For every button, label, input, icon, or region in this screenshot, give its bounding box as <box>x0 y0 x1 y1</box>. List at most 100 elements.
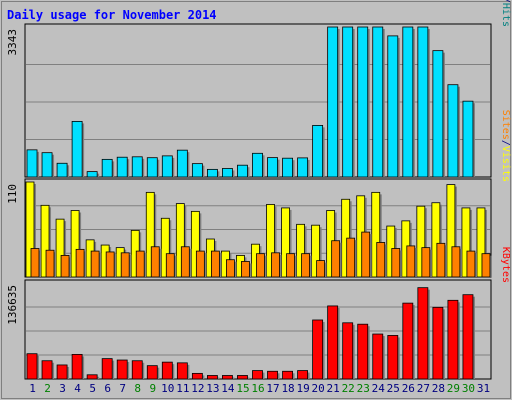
bar <box>342 322 354 380</box>
bar <box>71 121 83 178</box>
bar <box>297 157 309 178</box>
legend-item: Sites <box>500 110 511 140</box>
bar <box>446 184 456 278</box>
bar <box>176 362 188 380</box>
bar <box>206 168 218 178</box>
bar <box>191 372 203 380</box>
bar <box>26 353 38 380</box>
bar <box>402 302 414 380</box>
bar <box>41 360 53 380</box>
bar <box>447 84 459 178</box>
bar <box>60 255 70 278</box>
bar <box>237 375 248 380</box>
bar <box>165 253 175 278</box>
bar <box>417 26 429 178</box>
x-axis-tick-label: 24 <box>372 382 386 395</box>
bar <box>55 218 65 278</box>
bar <box>271 252 280 278</box>
x-axis-tick-label: 26 <box>402 382 415 395</box>
bar <box>327 26 339 178</box>
bar <box>131 360 143 380</box>
bar <box>316 260 326 278</box>
bar <box>312 124 324 178</box>
bar <box>86 374 98 380</box>
bar <box>75 248 85 278</box>
bar <box>120 252 130 278</box>
bar <box>406 245 416 278</box>
bar <box>222 375 233 380</box>
legend-item: / <box>500 140 511 146</box>
bar <box>432 50 444 178</box>
bar <box>357 26 369 178</box>
x-axis-tick-label: 13 <box>206 382 219 395</box>
bar <box>436 242 446 278</box>
bar <box>40 204 50 278</box>
chart-panels: 3343Pages/Files/Hits110Sites/Visits13663… <box>6 0 511 380</box>
bar <box>135 250 145 278</box>
legend-item: Visits <box>500 146 511 182</box>
y-axis-max-label: 110 <box>6 184 19 204</box>
bar <box>180 246 190 278</box>
bar <box>451 246 461 278</box>
x-axis-tick-label: 18 <box>281 382 294 395</box>
bar <box>191 163 203 178</box>
bar <box>466 250 476 278</box>
x-axis-labels: 1 2 3 4 5 6 7 8 9 10 11 12 13 14 15 16 17 18 19 20 21 22 23 24 2… <box>29 382 490 395</box>
bar <box>391 248 401 278</box>
bar <box>71 354 83 380</box>
x-axis-tick-label: 6 <box>104 382 111 395</box>
bar <box>462 294 474 380</box>
bar <box>461 207 471 278</box>
bar <box>342 26 354 178</box>
bar <box>371 191 381 278</box>
bar <box>241 261 250 278</box>
bar <box>387 335 399 380</box>
bar <box>160 217 170 278</box>
bar <box>45 249 55 278</box>
bar <box>30 248 40 278</box>
x-axis-tick-label: 3 <box>59 382 66 395</box>
bar <box>206 375 218 380</box>
bar <box>56 364 68 380</box>
bar <box>226 259 235 278</box>
bar <box>222 168 233 178</box>
x-axis-tick-label: 21 <box>327 382 340 395</box>
x-axis-tick-label: 17 <box>266 382 279 395</box>
bar <box>266 204 275 278</box>
x-axis-tick-label: 4 <box>74 382 81 395</box>
x-axis-tick-label: 15 <box>236 382 249 395</box>
bar <box>462 100 474 178</box>
x-axis-tick-label: 31 <box>477 382 490 395</box>
x-axis-tick-label: 23 <box>357 382 370 395</box>
x-axis-tick-label: 28 <box>432 382 445 395</box>
x-axis-tick-label: 5 <box>89 382 96 395</box>
x-axis-tick-label: 19 <box>296 382 309 395</box>
bar <box>25 181 35 278</box>
bar <box>146 157 158 178</box>
legend-item: / <box>500 0 511 3</box>
bar <box>105 251 115 278</box>
x-axis-tick-label: 25 <box>387 382 400 395</box>
bar <box>402 26 414 178</box>
bar <box>41 152 53 178</box>
bar <box>146 365 158 380</box>
x-axis-tick-label: 11 <box>176 382 189 395</box>
bar <box>297 370 309 380</box>
bar <box>296 223 305 278</box>
bar <box>145 191 155 278</box>
bar <box>90 250 100 278</box>
bar <box>376 242 386 278</box>
x-axis-tick-label: 10 <box>161 382 174 395</box>
bar <box>476 207 486 278</box>
panel-legend: KBytes <box>500 247 511 283</box>
bar <box>131 156 143 178</box>
bar <box>101 358 113 380</box>
x-axis-tick-label: 29 <box>447 382 460 395</box>
bar <box>286 253 295 278</box>
bar <box>357 323 369 380</box>
bar <box>210 250 220 278</box>
bar <box>311 224 321 278</box>
bar <box>267 157 278 178</box>
bar <box>421 247 431 278</box>
